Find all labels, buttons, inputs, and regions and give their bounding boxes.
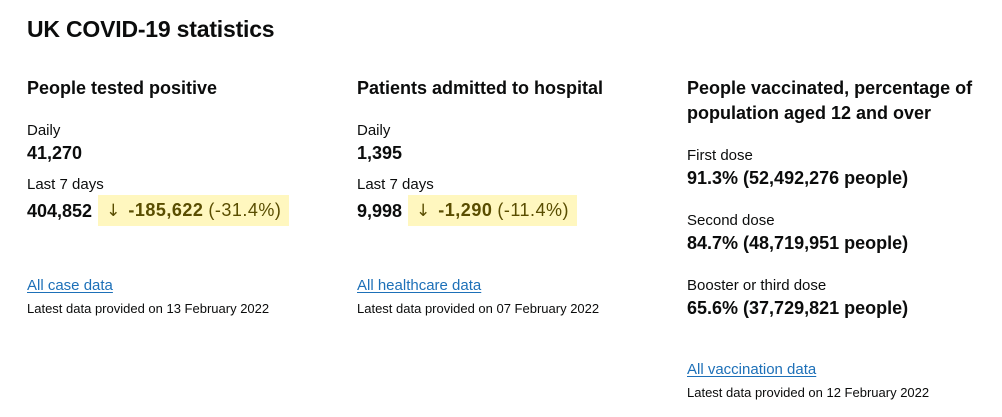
first-dose-value: 91.3% (52,492,276 people): [687, 168, 909, 188]
cases-footer: All case data Latest data provided on 13…: [27, 277, 269, 318]
hospital-footer: All healthcare data Latest data provided…: [357, 277, 599, 318]
first-dose-label: First dose: [687, 147, 753, 164]
hospital-section: Patients admitted to hospital Daily 1,39…: [357, 76, 657, 226]
cases-daily: Daily 41,270: [27, 121, 327, 165]
cases-updated-text: Latest data provided on 13 February 2022: [27, 301, 270, 316]
vaccination-heading-line2: population aged 12 and over: [687, 103, 932, 123]
hospital-week-value: 9,998: [357, 200, 403, 221]
down-arrow-icon: ↓: [416, 200, 431, 221]
cases-change-percent: (-31.4%): [208, 200, 282, 220]
cases-section: People tested positive Daily 41,270 Last…: [27, 76, 327, 226]
booster-dose-label: Booster or third dose: [687, 277, 827, 294]
vaccination-updated-text: Latest data provided on 12 February 2022: [687, 385, 930, 400]
hospital-change-badge: ↓ -1,290 (-11.4%): [408, 195, 578, 226]
cases-change-value: -185,622: [128, 200, 204, 220]
hospital-week: Last 7 days 9,998 ↓ -1,290 (-11.4%): [357, 175, 657, 226]
all-vaccination-data-link[interactable]: All vaccination data: [687, 361, 817, 378]
cases-heading: People tested positive: [27, 78, 218, 98]
vaccination-heading: People vaccinated, percentage of populat…: [687, 76, 987, 126]
all-case-data-link[interactable]: All case data: [27, 277, 113, 294]
hospital-week-label: Last 7 days: [357, 176, 434, 193]
vaccination-heading-line1: People vaccinated, percentage of: [687, 78, 973, 98]
hospital-updated-text: Latest data provided on 07 February 2022: [357, 301, 600, 316]
cases-week-label: Last 7 days: [27, 176, 104, 193]
hospital-daily: Daily 1,395: [357, 121, 657, 165]
hospital-heading: Patients admitted to hospital: [357, 78, 604, 98]
vaccination-footer: All vaccination data Latest data provide…: [687, 361, 929, 402]
vaccination-section: People vaccinated, percentage of populat…: [687, 76, 987, 320]
second-dose-label: Second dose: [687, 212, 775, 229]
cases-daily-value: 41,270: [27, 143, 83, 163]
hospital-change-percent: (-11.4%): [497, 200, 570, 220]
down-arrow-icon: ↓: [106, 200, 121, 221]
all-healthcare-data-link[interactable]: All healthcare data: [357, 277, 482, 294]
page-title: UK COVID-19 statistics: [27, 16, 275, 42]
cases-week: Last 7 days 404,852 ↓ -185,622 (-31.4%): [27, 175, 327, 226]
hospital-change-value: -1,290: [438, 200, 493, 220]
hospital-daily-label: Daily: [357, 122, 391, 139]
first-dose: First dose 91.3% (52,492,276 people): [687, 146, 987, 190]
booster-dose: Booster or third dose 65.6% (37,729,821 …: [687, 276, 987, 320]
cases-week-value: 404,852: [27, 200, 93, 221]
cases-change-badge: ↓ -185,622 (-31.4%): [98, 195, 290, 226]
second-dose: Second dose 84.7% (48,719,951 people): [687, 211, 987, 255]
second-dose-value: 84.7% (48,719,951 people): [687, 233, 909, 253]
hospital-daily-value: 1,395: [357, 143, 403, 163]
cases-daily-label: Daily: [27, 122, 61, 139]
booster-dose-value: 65.6% (37,729,821 people): [687, 298, 909, 318]
